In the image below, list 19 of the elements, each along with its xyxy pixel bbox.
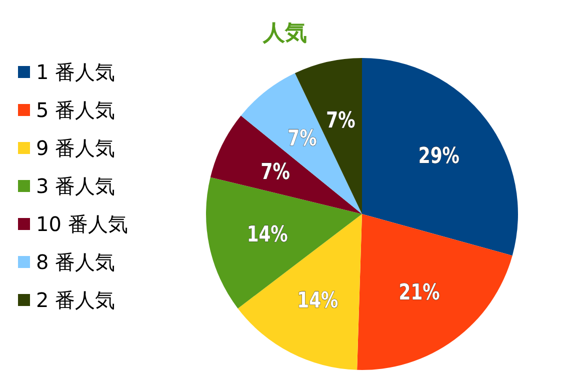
data-label: 21% <box>398 280 440 306</box>
legend-label: 5 番人気 <box>36 98 116 122</box>
legend-label: 2 番人気 <box>36 288 116 312</box>
data-label: 14% <box>297 288 338 314</box>
legend-label: 9 番人気 <box>36 136 116 160</box>
legend-label: 1 番人気 <box>36 60 116 84</box>
data-label: 14% <box>246 221 288 248</box>
chart-title: 人気 <box>262 21 307 46</box>
pie-slice <box>240 73 362 214</box>
legend-label: 10 番人気 <box>36 212 128 236</box>
legend-label: 3 番人気 <box>36 174 116 198</box>
pie-slice <box>238 214 362 370</box>
data-label: 29% <box>418 143 460 169</box>
legend-label: 8 番人気 <box>36 250 116 274</box>
pie-slice <box>362 58 518 256</box>
data-label: 7% <box>326 107 356 133</box>
data-label: 7% <box>260 158 290 184</box>
data-label: 7% <box>288 126 317 152</box>
pie-slice <box>357 214 512 370</box>
